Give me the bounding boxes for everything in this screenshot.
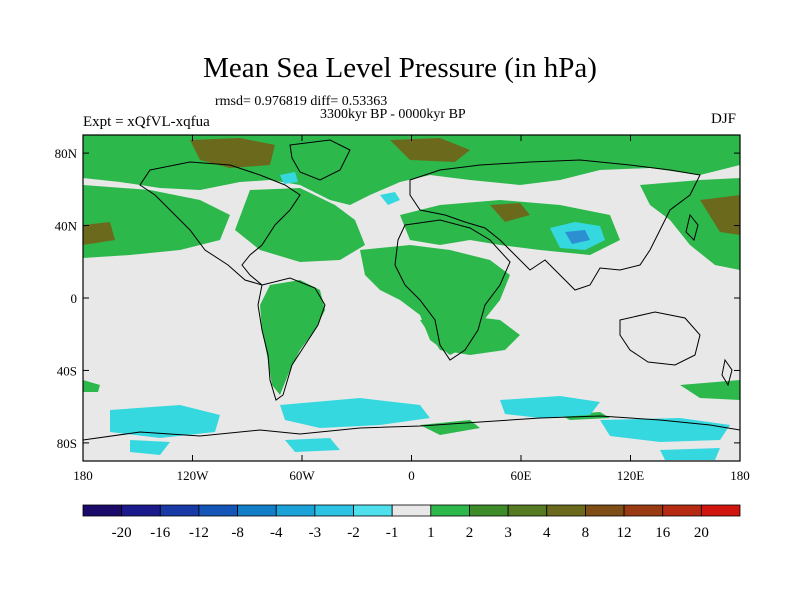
- colorbar-swatch: [700, 504, 741, 517]
- colorbar-swatch: [662, 504, 702, 517]
- eurasia-coast: [409, 159, 701, 291]
- map-plot-area: [83, 135, 740, 461]
- colorbar-swatch: [198, 504, 238, 517]
- colorbar-label: -8: [231, 525, 244, 541]
- stats-text: rmsd= 0.976819 diff= 0.53363: [215, 94, 388, 109]
- north-america-coast: [139, 161, 301, 286]
- antarctic-positive-streaks: [420, 412, 610, 435]
- colorbar-label: -4: [270, 525, 283, 541]
- y-tick-label: 80N: [55, 146, 78, 161]
- colorbar-label: -16: [150, 525, 170, 541]
- new-zealand-coast: [721, 358, 733, 387]
- strong-positive-field: [83, 138, 740, 245]
- colorbar-swatch: [623, 504, 664, 517]
- colorbar-swatch: [275, 504, 316, 517]
- southern-ocean-negative: [110, 396, 730, 460]
- y-tick-label: 40S: [57, 363, 77, 378]
- x-tick-label: 0: [408, 468, 415, 483]
- colorbar-swatch: [507, 504, 548, 517]
- south-pacific-positive: [680, 380, 740, 400]
- colorbar-label: 1: [427, 525, 435, 541]
- pacific-east-strong-positive: [700, 195, 740, 235]
- x-tick-label: 180: [730, 468, 750, 483]
- colorbar-label: 20: [694, 525, 709, 541]
- colorbar-label: -2: [347, 525, 360, 541]
- chart-title: Mean Sea Level Pressure (in hPa): [203, 52, 597, 84]
- colorbar-swatch: [237, 504, 277, 517]
- colorbar-swatch: [546, 504, 586, 517]
- south-indian-positive: [420, 315, 520, 355]
- greenland-coast: [289, 139, 351, 181]
- y-tick-label: 0: [71, 291, 78, 306]
- x-tick-label: 120W: [177, 468, 210, 483]
- australia-coast: [619, 311, 701, 366]
- siberia-strong-positive: [390, 138, 470, 162]
- x-tick-label: 60E: [511, 468, 532, 483]
- period-text: 3300kyr BP - 0000kyr BP: [320, 107, 466, 122]
- colorbar-swatch: [82, 504, 123, 517]
- experiment-label: Expt = xQfVL-xqfua: [83, 114, 210, 130]
- colorbar-label: 16: [655, 525, 671, 541]
- season-label: DJF: [711, 111, 737, 127]
- mediterranean-strong-positive: [490, 203, 530, 222]
- greenland-strong-positive: [190, 138, 275, 168]
- colorbar-swatch: [430, 504, 470, 517]
- colorbar-label: 8: [582, 525, 590, 541]
- x-tick-label: 120E: [617, 468, 645, 483]
- x-tick-label: 60W: [289, 468, 315, 483]
- colorbar-label: -20: [112, 525, 132, 541]
- colorbar-swatch: [469, 504, 509, 517]
- colorbar: -20 -16 -12 -8 -4 -3 -2 -1 1 2 3 4 8 12 16 20: [82, 504, 741, 541]
- colorbar-swatch: [121, 504, 161, 517]
- hudson-negative-spot: [280, 172, 298, 184]
- colorbar-swatch: [391, 504, 432, 517]
- colorbar-label: 2: [466, 525, 474, 541]
- south-america-positive: [260, 280, 325, 395]
- north-pacific-positive: [83, 185, 230, 258]
- coastlines: [83, 139, 740, 441]
- y-tick-label: 40N: [55, 219, 78, 234]
- japan-coast: [685, 213, 699, 241]
- colorbar-swatch: [353, 504, 393, 517]
- north-atlantic-positive: [235, 188, 365, 262]
- antarctica-coast: [83, 415, 740, 441]
- strong-negative-field: [565, 230, 590, 244]
- colorbar-label: 12: [617, 525, 632, 541]
- tibet-strong-negative: [565, 230, 590, 244]
- colorbar-swatch: [159, 504, 200, 517]
- colorbar-label: -12: [189, 525, 209, 541]
- colorbar-label: -3: [309, 525, 322, 541]
- africa-coast: [394, 219, 511, 361]
- southwest-atlantic-positive: [83, 380, 100, 392]
- colorbar-label: 4: [543, 525, 551, 541]
- atlantic-negative-spot: [380, 192, 400, 205]
- y-tick-label: 80S: [57, 436, 77, 451]
- colorbar-label: 3: [504, 525, 512, 541]
- colorbar-swatch: [585, 504, 625, 517]
- axis-ticks: 180 120W 60W 0 60E 120E 180 80N 40N 0 40S 80S: [55, 135, 750, 483]
- x-tick-label: 180: [73, 468, 93, 483]
- pacific-west-strong-positive: [83, 222, 115, 245]
- colorbar-swatch: [314, 504, 354, 517]
- colorbar-label: -1: [386, 525, 399, 541]
- south-america-coast: [257, 277, 326, 401]
